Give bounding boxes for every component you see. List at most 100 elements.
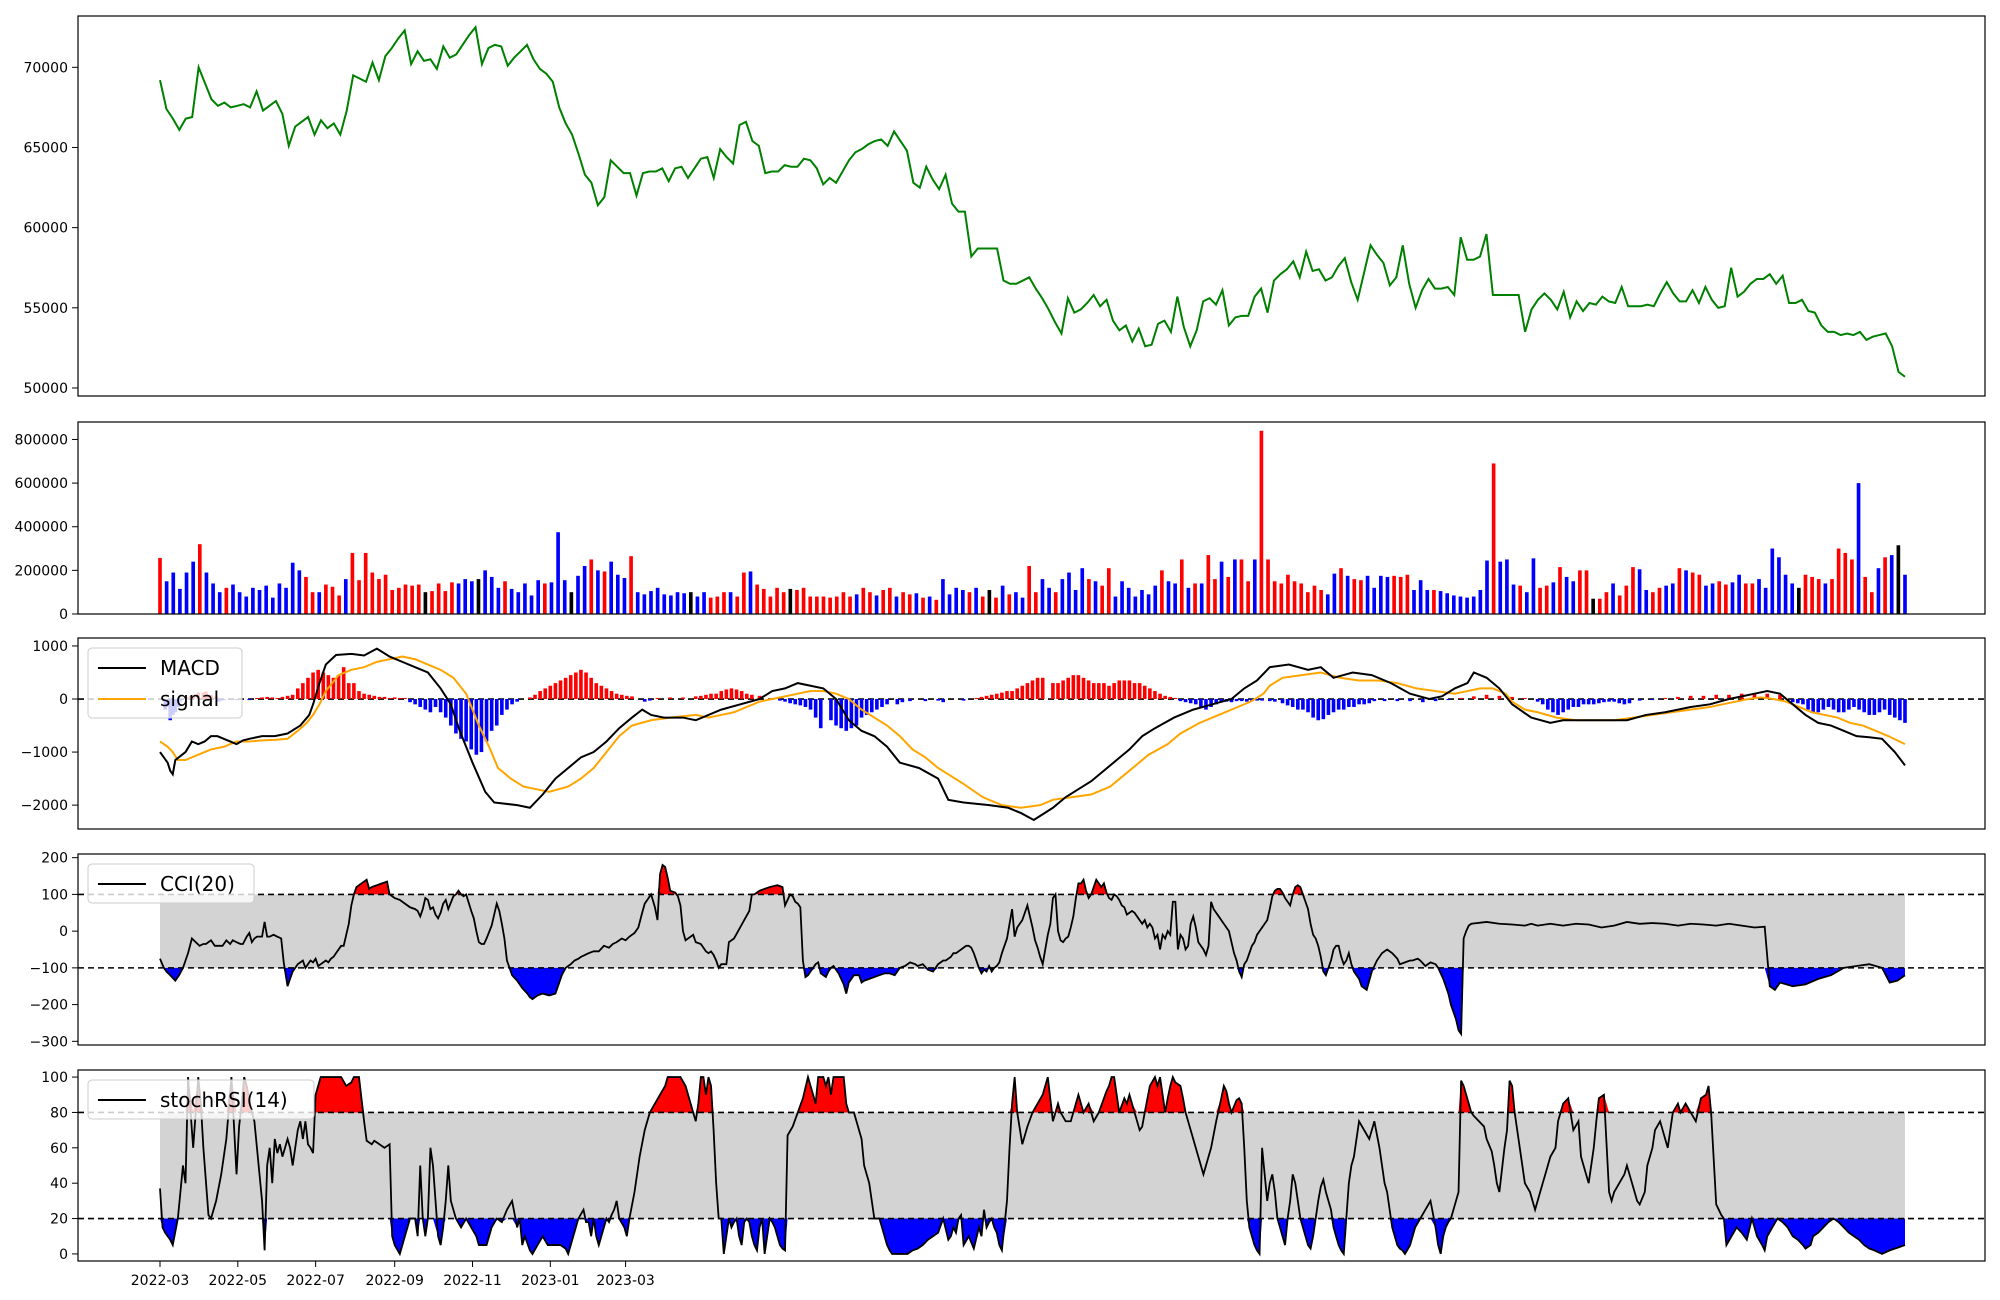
macd-histogram-bar [1193, 699, 1198, 705]
volume-bar [1067, 572, 1071, 614]
macd-histogram-bar [744, 693, 749, 700]
macd-histogram-bar [1752, 693, 1757, 700]
macd-histogram-bar [1148, 688, 1152, 700]
macd-histogram-bar [1857, 699, 1861, 710]
volume-bar [1087, 579, 1091, 614]
macd-histogram-bar [829, 699, 833, 721]
volume-bar [543, 583, 547, 614]
macd-histogram-bar [625, 695, 629, 700]
volume-bar [1763, 587, 1768, 614]
macd-histogram-bar [1051, 683, 1055, 700]
volume-bar [244, 596, 249, 614]
volume-bar [562, 580, 567, 614]
macd-histogram-bar [609, 691, 614, 700]
volume-bar [436, 583, 441, 614]
volume-bar [549, 582, 554, 614]
volume-bar [1465, 597, 1469, 614]
macd-ytick-label: −1000 [21, 745, 68, 761]
volume-bar [410, 585, 414, 614]
volume-bar [377, 579, 381, 614]
volume-bar [874, 595, 879, 614]
macd-histogram-bar [1311, 699, 1315, 718]
volume-bar [1591, 598, 1595, 614]
volume-bar [1385, 576, 1390, 614]
macd-histogram-bar [321, 672, 326, 700]
macd-histogram-bar [1650, 699, 1655, 701]
macd-histogram-bar [668, 697, 673, 700]
macd-histogram-bar [494, 699, 499, 726]
cci-line [159, 863, 1906, 1037]
signal-line [159, 655, 1906, 809]
stochrsi-overbought-fill [160, 1077, 1905, 1113]
macd-histogram-bar [362, 693, 366, 700]
volume-bar [622, 578, 627, 614]
volume-bar [257, 590, 262, 614]
macd-histogram-bar [579, 669, 583, 700]
macd-histogram-bar [306, 677, 310, 700]
volume-bar [1823, 583, 1828, 614]
macd-histogram-bar [681, 697, 685, 700]
macd-histogram-bar [1056, 683, 1060, 700]
cci-legend-label: CCI(20) [160, 872, 235, 896]
volume-bar [1199, 583, 1204, 614]
volume-bar [1359, 580, 1363, 614]
macd-frame [77, 637, 1986, 830]
stochrsi-ytick-label: 80 [50, 1105, 68, 1121]
macd-histogram-bar [1898, 699, 1902, 721]
macd-histogram-bar [280, 696, 285, 700]
volume-bar [350, 552, 355, 614]
volume-bar [1637, 569, 1642, 614]
macd-histogram-bar [1701, 695, 1706, 700]
volume-bar [1146, 594, 1151, 614]
macd-histogram-bar [398, 697, 402, 700]
volume-bar [947, 594, 952, 614]
macd-histogram-bar [558, 680, 563, 700]
macd-histogram-bar [1591, 699, 1596, 705]
macd-histogram-bar [1497, 695, 1502, 700]
macd-histogram-bar [265, 696, 269, 700]
price-ytick-label: 55000 [23, 301, 68, 317]
x-tick-label: 2022-05 [209, 1273, 268, 1289]
macd-histogram-bar [1091, 683, 1096, 700]
volume-bar [894, 596, 899, 614]
macd-histogram-bar [880, 699, 884, 707]
macd-histogram-bar [630, 696, 634, 700]
volume-bar [1710, 583, 1715, 614]
macd-histogram-bar [1273, 699, 1277, 702]
macd-histogram-bar [1117, 680, 1122, 700]
volume-bar [1810, 576, 1814, 614]
macd-histogram-bar [538, 691, 542, 700]
volume-bar [1047, 587, 1051, 614]
macd-histogram-bar [584, 672, 588, 700]
macd-histogram-bar [900, 699, 905, 703]
macd-histogram-bar [1097, 683, 1101, 700]
volume-bar [1292, 581, 1297, 614]
macd-histogram-bar [1612, 699, 1616, 702]
macd-histogram-bar [1015, 688, 1019, 700]
volume-bar [1505, 559, 1509, 614]
macd-histogram-bar [357, 691, 361, 700]
volume-bar [868, 592, 872, 614]
stochrsi-ytick-label: 40 [50, 1176, 68, 1192]
volume-bar [1578, 570, 1582, 614]
macd-histogram-bar [367, 694, 371, 700]
macd-histogram-bar [1867, 699, 1872, 715]
macd-histogram-bar [500, 699, 504, 715]
volume-bar [556, 532, 560, 614]
volume-bar [1657, 587, 1662, 614]
volume-bar [1239, 559, 1244, 614]
volume-bar [1259, 430, 1264, 614]
macd-histogram-bar [505, 699, 509, 710]
volume-bar [1777, 557, 1781, 614]
price-plot-area [159, 24, 1906, 378]
volume-bar [416, 584, 421, 614]
macd-histogram-bar [459, 699, 463, 739]
macd-histogram-bar [1209, 699, 1213, 707]
volume-bar [1027, 566, 1032, 614]
volume-bar [1790, 583, 1795, 614]
volume-bar [343, 579, 348, 614]
macd-histogram-bar [778, 699, 782, 701]
volume-bar [1770, 548, 1775, 614]
macd-histogram-bar [1326, 699, 1331, 715]
volume-bar [463, 579, 468, 614]
